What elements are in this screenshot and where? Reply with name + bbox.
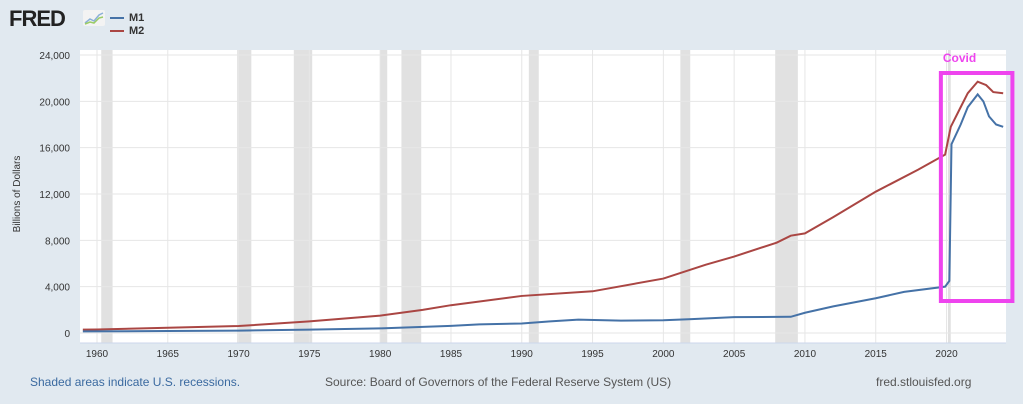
x-tick-label: 1970 [227, 349, 250, 360]
x-tick-label: 1980 [369, 349, 392, 360]
y-tick-label: 16,000 [39, 144, 70, 155]
x-tick-label: 1975 [298, 349, 321, 360]
series-line-m1 [82, 92, 1004, 333]
source-text: Source: Board of Governors of the Federa… [325, 375, 672, 389]
legend-m1[interactable]: M1 [110, 12, 144, 24]
y-tick-label: 24,000 [39, 51, 70, 62]
recession-band [680, 50, 691, 343]
x-tick-label: 1995 [581, 349, 604, 360]
y-tick-label: 20,000 [39, 97, 70, 108]
y-tick-label: 8,000 [45, 236, 70, 247]
recession-band [401, 50, 422, 343]
y-tick-label: 4,000 [45, 283, 70, 294]
recession-band [237, 50, 252, 343]
recessions-link[interactable]: Shaded areas indicate U.S. recessions. [30, 375, 241, 389]
fred-logo[interactable]: FRED [9, 6, 66, 31]
x-tick-label: 2005 [723, 349, 746, 360]
covid-highlight-box [938, 71, 1015, 303]
recession-band [380, 50, 388, 343]
x-tick-label: 2015 [865, 349, 888, 360]
legend-label-m1: M1 [129, 12, 145, 24]
legend-swatch-m2 [110, 30, 124, 32]
x-tick-label: 2020 [935, 349, 958, 360]
y-axis-label: Billions of Dollars [12, 156, 23, 233]
y-tick-label: 12,000 [39, 190, 70, 201]
series-line-m2 [82, 80, 1004, 331]
x-tick-label: 2010 [794, 349, 817, 360]
x-tick-label: 1960 [86, 349, 109, 360]
recession-band [947, 50, 951, 343]
x-tick-label: 1985 [440, 349, 463, 360]
recession-band [101, 50, 113, 343]
legend-m2[interactable]: M2 [110, 25, 144, 37]
site-link[interactable]: fred.stlouisfed.org [876, 375, 972, 389]
fred-chart-icon [83, 10, 105, 26]
x-tick-label: 1965 [157, 349, 180, 360]
x-tick-label: 2000 [652, 349, 675, 360]
legend-label-m2: M2 [129, 25, 145, 37]
x-tick-label: 1990 [511, 349, 534, 360]
recession-band [775, 50, 798, 343]
covid-label: Covid [943, 51, 976, 65]
recession-band [528, 50, 539, 343]
legend-swatch-m1 [110, 17, 124, 19]
recession-band [293, 50, 313, 343]
y-tick-label: 0 [64, 329, 70, 340]
chart: 0 4,000 8,000 12,000 16,000 20,000 24,000 1960 1… [12, 50, 1015, 360]
